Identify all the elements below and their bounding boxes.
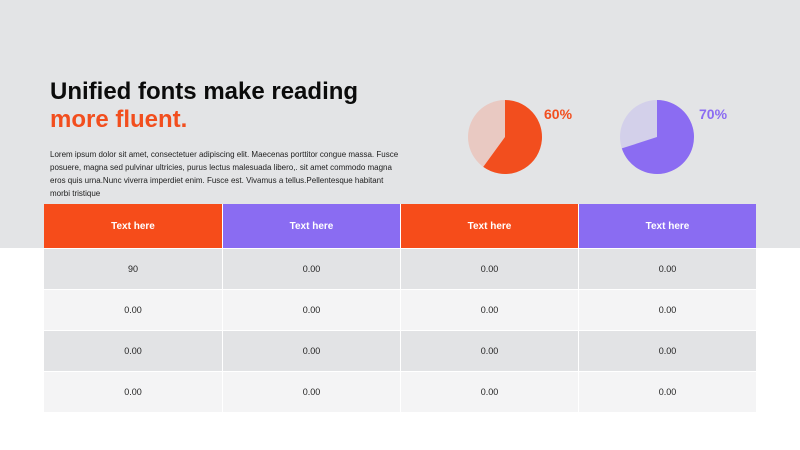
table-row: 0.00 0.00 0.00 0.00 xyxy=(44,371,756,412)
page-title-accent: more fluent. xyxy=(50,106,188,133)
table-cell: 0.00 xyxy=(44,290,222,330)
table-cell: 0.00 xyxy=(578,290,756,330)
pie-2-label: 70% xyxy=(699,106,728,122)
table-cell: 0.00 xyxy=(578,331,756,371)
pie-chart-2 xyxy=(619,99,695,175)
body-paragraph: Lorem ipsum dolor sit amet, consectetuer… xyxy=(50,150,399,198)
table-cell: 90 xyxy=(44,249,222,289)
table-header-row: Text here Text here Text here Text here xyxy=(44,204,756,248)
table-row: 0.00 0.00 0.00 0.00 xyxy=(44,330,756,371)
table-cell: 0.00 xyxy=(222,331,400,371)
table-cell: 0.00 xyxy=(400,249,578,289)
pie-1-slice xyxy=(483,100,542,174)
table-header-cell: Text here xyxy=(400,204,578,248)
pie-1-label: 60% xyxy=(544,106,573,122)
pie-chart-1 xyxy=(467,99,543,175)
table-cell: 0.00 xyxy=(222,290,400,330)
table-cell: 0.00 xyxy=(400,372,578,412)
table-header-cell: Text here xyxy=(222,204,400,248)
table-cell: 0.00 xyxy=(222,249,400,289)
page-title: Unified fonts make reading xyxy=(50,78,359,105)
pie-2-slice xyxy=(621,100,694,174)
table-cell: 0.00 xyxy=(222,372,400,412)
table-cell: 0.00 xyxy=(44,331,222,371)
table-cell: 0.00 xyxy=(400,290,578,330)
table-cell: 0.00 xyxy=(400,331,578,371)
table-row: 0.00 0.00 0.00 0.00 xyxy=(44,289,756,330)
data-table: Text here Text here Text here Text here … xyxy=(44,204,756,412)
table-header-cell: Text here xyxy=(578,204,756,248)
title-block: Unified fonts make reading more fluent. … xyxy=(50,78,410,200)
table-header-cell: Text here xyxy=(44,204,222,248)
table-cell: 0.00 xyxy=(44,372,222,412)
table-cell: 0.00 xyxy=(578,249,756,289)
table-row: 90 0.00 0.00 0.00 xyxy=(44,248,756,289)
table-cell: 0.00 xyxy=(578,372,756,412)
